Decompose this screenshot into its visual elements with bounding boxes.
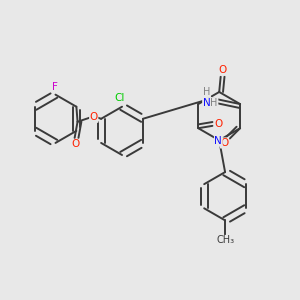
Text: H: H <box>211 98 218 108</box>
Text: H: H <box>203 87 211 97</box>
Text: Cl: Cl <box>114 94 124 103</box>
Text: O: O <box>220 138 229 148</box>
Text: O: O <box>215 119 223 129</box>
Text: N: N <box>214 136 222 146</box>
Text: O: O <box>219 65 227 75</box>
Text: N: N <box>203 98 210 108</box>
Text: F: F <box>52 82 58 92</box>
Text: O: O <box>71 140 80 149</box>
Text: CH₃: CH₃ <box>216 236 234 245</box>
Text: O: O <box>90 112 98 122</box>
